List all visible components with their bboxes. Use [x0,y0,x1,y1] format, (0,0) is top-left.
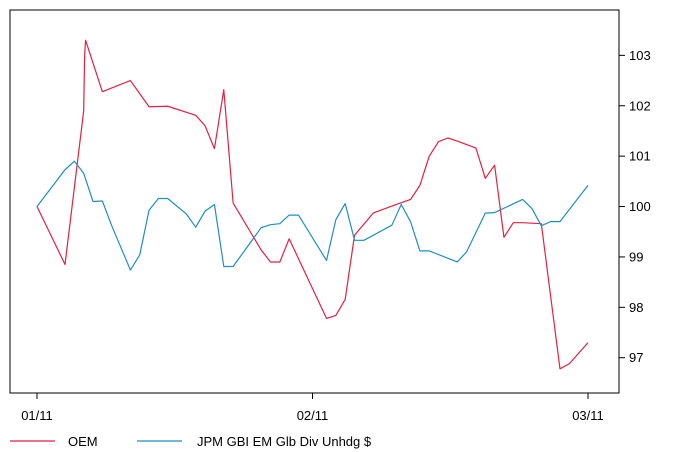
y-tick-label: 97 [629,350,643,365]
plot-frame [9,9,620,394]
series-layer [36,39,589,370]
legend-label-1: JPM GBI EM Glb Div Unhdg $ [197,434,372,449]
x-tick-label: 03/11 [572,408,604,423]
x-tick-label: 01/11 [21,408,53,423]
legend-label-0: OEM [68,434,98,449]
y-tick-label: 103 [629,48,651,63]
x-axis: 01/11 02/11 03/11 [21,393,604,423]
y-tick-label: 100 [629,199,651,214]
x-tick-label: 02/11 [297,408,329,423]
y-tick-label: 101 [629,149,651,164]
series-line-1 [36,160,589,271]
y-tick-label: 99 [629,249,643,264]
legend: OEM JPM GBI EM Glb Div Unhdg $ [10,434,372,449]
series-line-0 [36,39,589,370]
y-tick-label: 102 [629,98,651,113]
y-axis: 97 98 99 100 101 102 103 [619,48,651,365]
y-tick-label: 98 [629,300,643,315]
